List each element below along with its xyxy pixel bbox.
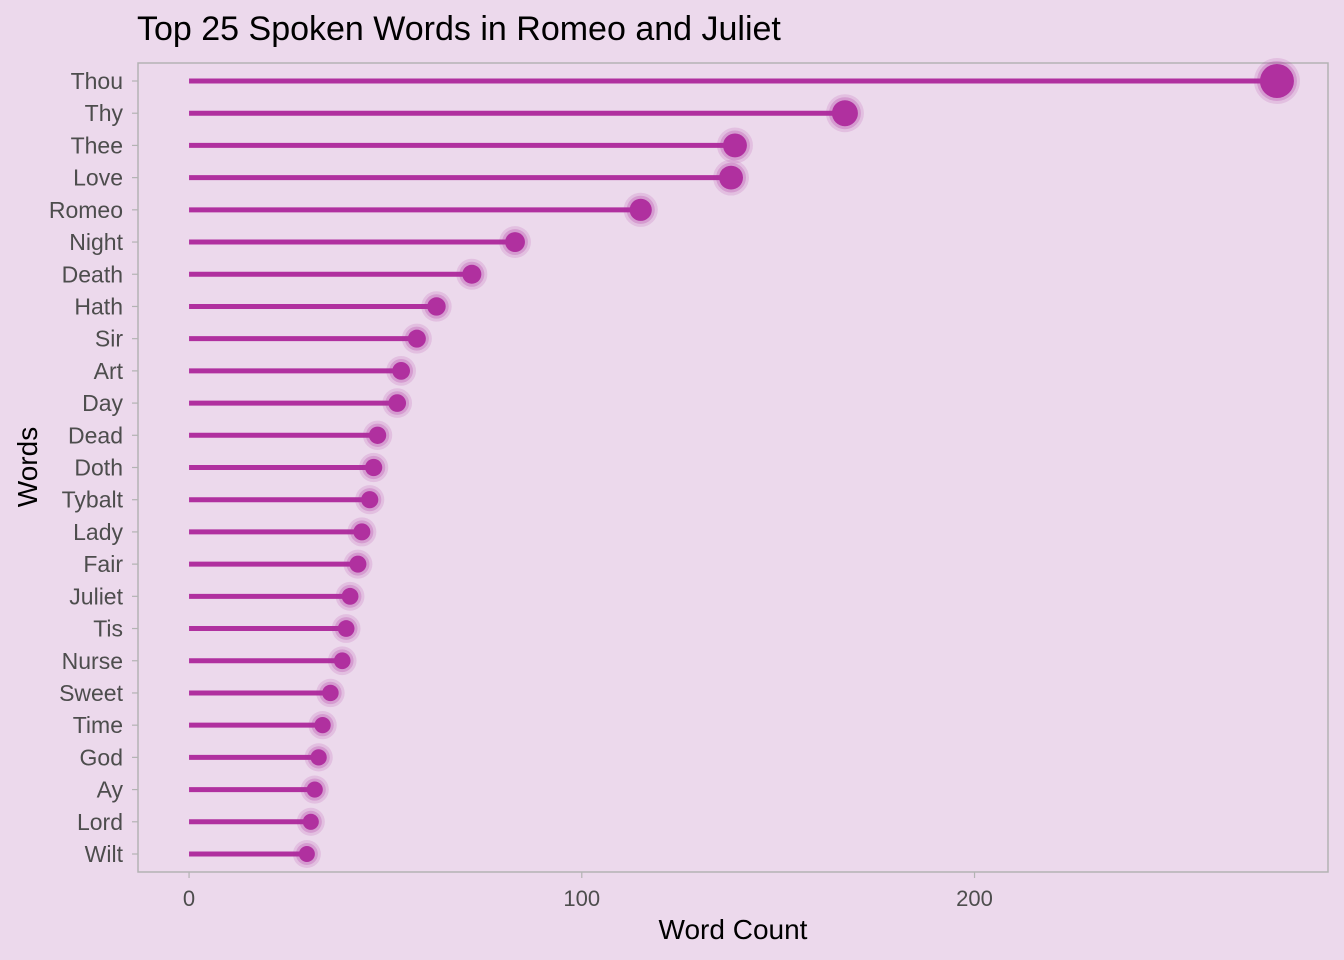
point-core — [341, 587, 359, 605]
x-axis-title: Word Count — [659, 914, 808, 945]
point-hath — [421, 291, 452, 322]
y-tick-label-art: Art — [94, 358, 124, 384]
point-core — [349, 555, 367, 573]
point-lady — [347, 517, 377, 547]
y-tick-label-hath: Hath — [74, 293, 123, 319]
y-tick-label-nurse: Nurse — [62, 648, 123, 674]
point-god — [304, 743, 333, 772]
point-core — [314, 717, 331, 734]
y-tick-label-night: Night — [69, 229, 123, 255]
point-core — [368, 426, 387, 444]
chart-title: Top 25 Spoken Words in Romeo and Juliet — [137, 10, 781, 48]
y-tick-label-thy: Thy — [85, 100, 124, 126]
y-tick-label-ay: Ay — [97, 777, 124, 803]
point-tis — [331, 614, 361, 643]
point-thou — [1253, 58, 1300, 104]
point-night — [499, 226, 531, 258]
point-nurse — [327, 646, 357, 676]
y-tick-label-day: Day — [82, 390, 123, 416]
point-sir — [401, 323, 432, 354]
point-time — [308, 711, 337, 740]
point-core — [427, 297, 446, 316]
point-dead — [362, 420, 393, 450]
point-core — [353, 523, 371, 541]
y-tick-label-wilt: Wilt — [85, 841, 124, 867]
point-core — [310, 749, 327, 766]
point-core — [333, 652, 351, 670]
point-core — [831, 100, 858, 127]
point-core — [365, 458, 383, 477]
point-core — [337, 620, 355, 637]
point-core — [719, 165, 743, 190]
y-axis-title: Words — [12, 427, 43, 507]
y-tick-label-juliet: Juliet — [69, 583, 123, 609]
point-core — [306, 781, 323, 798]
point-core — [392, 362, 411, 380]
point-core — [462, 264, 482, 284]
point-core — [302, 813, 319, 830]
point-core — [298, 846, 315, 862]
x-tick-label-100: 100 — [563, 886, 600, 911]
point-doth — [359, 452, 389, 483]
point-core — [505, 232, 525, 252]
y-tick-label-sweet: Sweet — [59, 680, 124, 706]
y-tick-label-lady: Lady — [73, 519, 123, 545]
point-sweet — [316, 678, 345, 708]
point-romeo — [623, 192, 658, 227]
y-tick-label-death: Death — [62, 261, 123, 287]
point-juliet — [335, 581, 365, 611]
point-core — [629, 198, 652, 221]
y-tick-label-god: God — [80, 744, 123, 770]
point-death — [456, 258, 488, 290]
point-ay — [300, 775, 329, 804]
stems-group — [189, 78, 1277, 857]
point-love — [713, 159, 749, 196]
y-tick-label-doth: Doth — [74, 455, 123, 481]
point-wilt — [292, 840, 321, 868]
y-tick-label-dead: Dead — [68, 422, 123, 448]
point-day — [382, 388, 413, 418]
point-thy — [825, 94, 864, 133]
point-fair — [343, 549, 373, 579]
y-tick-label-romeo: Romeo — [49, 197, 123, 223]
points-group — [292, 58, 1300, 868]
y-tick-label-sir: Sir — [95, 326, 123, 352]
x-tick-label-0: 0 — [183, 886, 195, 911]
y-axis-ticks: Thou Thy Thee Love Romeo Night Death Hath Sir Art… — [49, 68, 138, 867]
point-core — [361, 491, 379, 509]
y-tick-label-love: Love — [73, 165, 123, 191]
y-tick-label-tis: Tis — [93, 616, 123, 642]
y-tick-label-time: Time — [73, 712, 123, 738]
y-tick-label-tybalt: Tybalt — [62, 487, 124, 513]
x-tick-label-200: 200 — [956, 886, 993, 911]
point-core — [322, 684, 339, 702]
point-art — [386, 356, 417, 386]
point-core — [722, 133, 747, 158]
point-thee — [716, 127, 753, 164]
point-lord — [296, 807, 325, 836]
y-tick-label-lord: Lord — [77, 809, 123, 835]
point-tybalt — [355, 485, 385, 515]
point-core — [1259, 64, 1294, 98]
x-axis-ticks: 0 100 200 — [183, 872, 993, 911]
y-tick-label-fair: Fair — [83, 551, 123, 577]
y-tick-label-thee: Thee — [71, 132, 123, 158]
y-tick-label-thou: Thou — [71, 68, 123, 94]
point-core — [388, 394, 407, 412]
point-core — [407, 329, 426, 348]
